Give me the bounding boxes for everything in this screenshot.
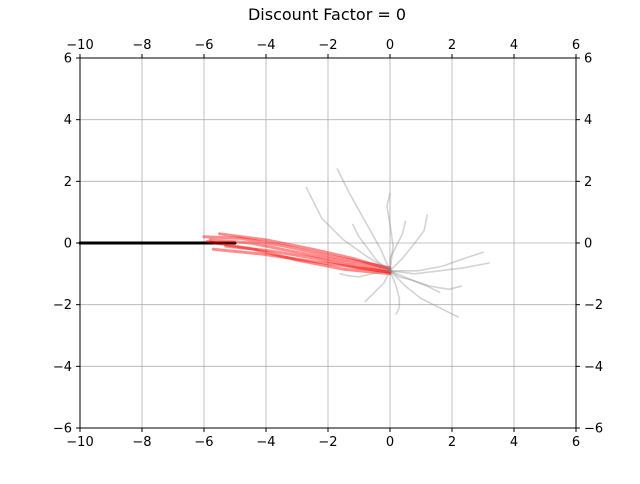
y-tick-label-left-0: −6	[53, 422, 72, 437]
x-tick-label-bottom-3: −4	[256, 435, 275, 450]
x-tick-label-top-3: −4	[256, 38, 275, 53]
series-layer	[78, 168, 491, 318]
series-line-4	[202, 235, 392, 270]
series-line-7	[336, 168, 391, 272]
series-line-5	[224, 244, 392, 274]
series-line-20	[389, 220, 407, 272]
x-tick-label-bottom-6: 2	[448, 435, 456, 450]
y-tick-label-right-6: 6	[584, 52, 592, 67]
y-tick-label-left-6: 6	[64, 52, 72, 67]
x-tick-label-top-6: 2	[448, 38, 456, 53]
x-tick-label-top-2: −6	[194, 38, 213, 53]
series-line-15	[389, 269, 401, 315]
series-line-9	[389, 269, 460, 318]
series-line-2	[218, 232, 392, 271]
y-tick-label-right-0: −6	[584, 422, 603, 437]
y-tick-label-right-3: 0	[584, 237, 592, 252]
series-line-16	[389, 251, 484, 272]
series-line-10	[305, 186, 391, 272]
grid-layer	[79, 57, 577, 429]
x-tick-label-bottom-0: −10	[66, 435, 93, 450]
x-tick-label-top-5: 0	[386, 38, 394, 53]
x-tick-label-top-8: 6	[572, 38, 580, 53]
y-tick-label-left-5: 4	[64, 113, 72, 128]
x-tick-label-bottom-7: 4	[510, 435, 518, 450]
series-line-6	[205, 240, 392, 276]
series-line-19	[351, 223, 391, 272]
x-tick-label-bottom-1: −8	[132, 435, 151, 450]
x-tick-label-top-7: 4	[510, 38, 518, 53]
chart-title: Discount Factor = 0	[248, 5, 406, 24]
series-line-14	[339, 269, 391, 278]
series-line-8	[389, 262, 491, 275]
y-tick-label-left-1: −4	[53, 360, 72, 375]
series-line-11	[386, 192, 394, 272]
series-line-18	[389, 269, 441, 294]
x-tick-label-top-1: −8	[132, 38, 151, 53]
y-tick-label-right-5: 4	[584, 113, 592, 128]
y-tick-label-left-4: 2	[64, 175, 72, 190]
y-tick-label-right-1: −4	[584, 360, 603, 375]
y-tick-label-left-3: 0	[64, 237, 72, 252]
series-line-1	[208, 238, 392, 273]
series-line-12	[389, 269, 463, 291]
x-tick-label-bottom-8: 6	[572, 435, 580, 450]
series-line-13	[389, 214, 429, 272]
x-tick-label-bottom-5: 0	[386, 435, 394, 450]
x-tick-label-bottom-4: −2	[318, 435, 337, 450]
x-tick-label-top-4: −2	[318, 38, 337, 53]
series-line-17	[364, 269, 391, 303]
series-line-3	[211, 247, 392, 274]
x-tick-label-bottom-2: −6	[194, 435, 213, 450]
y-tick-label-right-2: −2	[584, 298, 603, 313]
x-tick-label-top-0: −10	[66, 38, 93, 53]
y-tick-label-left-2: −2	[53, 298, 72, 313]
y-tick-label-right-4: 2	[584, 175, 592, 190]
